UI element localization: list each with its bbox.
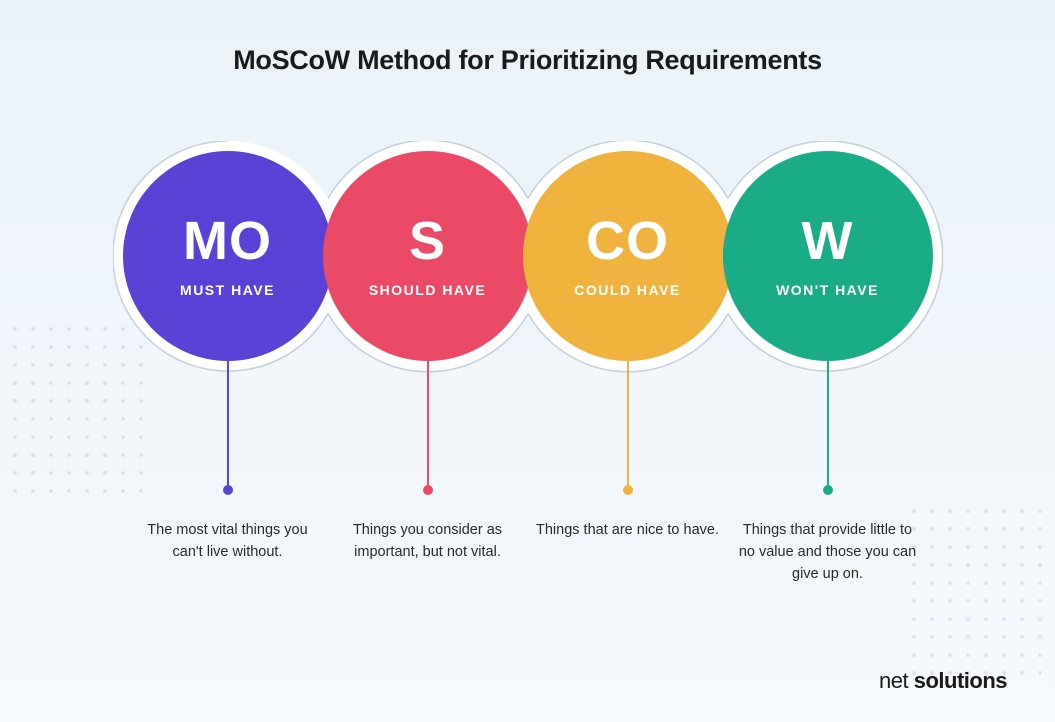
footer-logo: net solutions xyxy=(879,668,1007,694)
description: Things that provide little to no value a… xyxy=(728,520,928,585)
description: Things you consider as important, but no… xyxy=(328,520,528,564)
circle-label: COULD HAVE xyxy=(574,282,681,298)
circle-letter: MO xyxy=(183,214,272,268)
footer-logo-net: net xyxy=(879,668,908,693)
circle-letter: S xyxy=(409,214,446,268)
circle-letter: CO xyxy=(586,214,669,268)
decorative-dots-right xyxy=(905,502,1055,682)
circle-label: MUST HAVE xyxy=(180,282,275,298)
footer-logo-solutions: solutions xyxy=(908,668,1007,693)
connector-line xyxy=(427,350,429,490)
page-title: MoSCoW Method for Prioritizing Requireme… xyxy=(0,0,1055,76)
circle-should-have: S SHOULD HAVE xyxy=(323,151,533,361)
circles-container: MO MUST HAVE S SHOULD HAVE CO COULD HAVE W WON'… xyxy=(123,151,933,371)
circle-label: SHOULD HAVE xyxy=(369,282,486,298)
connector-line xyxy=(627,350,629,490)
connector-line xyxy=(827,350,829,490)
description: Things that are nice to have. xyxy=(528,520,728,542)
circle-won-t-have: W WON'T HAVE xyxy=(723,151,933,361)
circle-label: WON'T HAVE xyxy=(776,282,879,298)
connector-line xyxy=(227,350,229,490)
circle-must-have: MO MUST HAVE xyxy=(123,151,333,361)
circle-could-have: CO COULD HAVE xyxy=(523,151,733,361)
circle-letter: W xyxy=(802,214,854,268)
description: The most vital things you can't live wit… xyxy=(128,520,328,564)
